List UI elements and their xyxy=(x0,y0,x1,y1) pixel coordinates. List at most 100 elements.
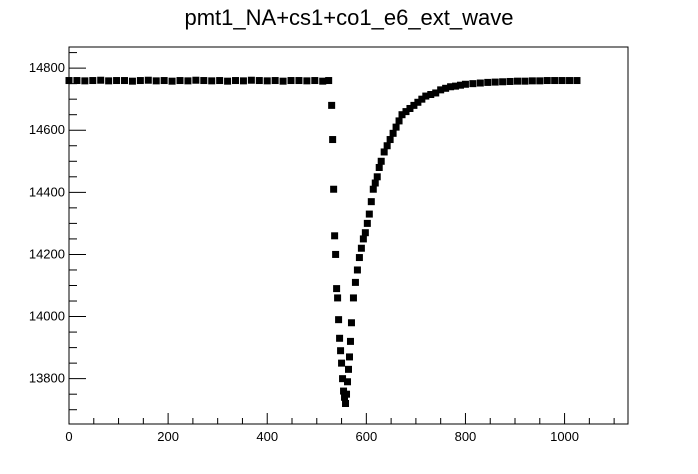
data-point xyxy=(521,77,529,85)
data-point xyxy=(331,232,339,240)
data-point xyxy=(176,77,184,85)
data-point xyxy=(65,77,73,85)
data-point xyxy=(232,77,240,85)
data-point xyxy=(311,77,319,85)
data-point xyxy=(263,77,271,85)
data-point xyxy=(347,319,355,327)
data-point xyxy=(406,104,414,112)
data-point xyxy=(456,81,464,89)
x-axis: 0 200 400 600 800 1000 xyxy=(65,413,579,444)
data-point xyxy=(469,80,477,88)
data-point xyxy=(338,359,346,367)
data-point xyxy=(303,77,311,85)
data-point xyxy=(333,285,341,293)
data-point xyxy=(513,77,521,85)
data-point xyxy=(369,185,377,193)
data-point xyxy=(255,77,263,85)
data-point xyxy=(121,77,129,85)
x-tick-label: 200 xyxy=(157,429,179,444)
data-point xyxy=(319,77,327,85)
data-point xyxy=(543,77,551,85)
data-point xyxy=(144,76,152,84)
data-point xyxy=(414,98,422,106)
data-point xyxy=(335,316,343,324)
data-point xyxy=(339,375,347,383)
data-point xyxy=(402,108,410,116)
data-points xyxy=(65,76,581,408)
data-point xyxy=(97,76,105,84)
data-point xyxy=(373,173,381,181)
data-point xyxy=(200,77,208,85)
data-point xyxy=(351,278,359,286)
data-point xyxy=(168,77,176,85)
y-tick-label: 14400 xyxy=(29,184,65,199)
data-point xyxy=(386,136,394,144)
data-point xyxy=(461,80,469,88)
data-point xyxy=(499,78,507,86)
y-tick-label: 14200 xyxy=(29,246,65,261)
data-point xyxy=(184,77,192,85)
data-point xyxy=(427,91,435,99)
data-point xyxy=(325,77,333,85)
data-point xyxy=(484,78,492,86)
data-point xyxy=(365,210,373,218)
data-point xyxy=(536,77,544,85)
data-point xyxy=(160,77,168,85)
data-point xyxy=(432,89,440,97)
data-point xyxy=(395,117,403,125)
data-point xyxy=(437,86,445,94)
data-point xyxy=(452,82,460,90)
y-tick-label: 14000 xyxy=(29,309,65,324)
plot-frame xyxy=(68,46,629,425)
data-point xyxy=(345,365,352,373)
data-point xyxy=(136,77,144,85)
data-point xyxy=(152,77,160,85)
data-point xyxy=(361,229,369,237)
data-point xyxy=(224,77,232,85)
data-point xyxy=(551,77,559,85)
data-point xyxy=(357,244,365,252)
data-point xyxy=(239,77,247,85)
data-point xyxy=(208,77,216,85)
data-point xyxy=(359,235,367,243)
y-axis: 13800 14000 14200 14400 14600 14800 xyxy=(29,60,86,386)
data-point xyxy=(355,254,363,262)
data-point xyxy=(491,78,499,86)
data-point xyxy=(573,77,581,85)
data-point xyxy=(389,129,397,137)
data-point xyxy=(398,111,406,119)
data-point xyxy=(279,77,287,85)
data-point xyxy=(73,77,81,85)
data-point xyxy=(247,76,255,84)
data-point xyxy=(329,136,337,144)
data-point xyxy=(371,179,379,187)
data-point xyxy=(287,77,295,85)
data-point xyxy=(528,77,536,85)
data-point xyxy=(336,334,344,342)
data-point xyxy=(128,77,136,85)
data-point xyxy=(558,77,566,85)
data-point xyxy=(367,198,375,206)
data-point xyxy=(330,185,338,193)
data-point xyxy=(337,347,345,355)
x-tick-label: 1000 xyxy=(550,429,579,444)
y-tick-label: 14600 xyxy=(29,122,65,137)
data-point xyxy=(345,353,353,361)
data-point xyxy=(377,157,385,165)
data-point xyxy=(410,101,418,109)
data-point xyxy=(375,163,383,171)
data-point xyxy=(334,294,342,302)
data-point xyxy=(192,76,200,84)
data-point xyxy=(476,79,484,87)
y-tick-label: 13800 xyxy=(29,371,65,386)
data-point xyxy=(506,77,514,85)
data-point xyxy=(113,77,121,85)
data-point xyxy=(447,83,455,91)
data-point xyxy=(344,378,352,386)
data-point xyxy=(216,77,224,85)
y-tick-label: 14800 xyxy=(29,60,65,75)
data-point xyxy=(89,77,97,85)
data-point xyxy=(383,142,391,150)
data-point xyxy=(332,250,340,258)
